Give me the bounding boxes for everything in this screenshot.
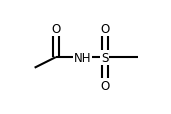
Text: O: O	[51, 23, 61, 36]
Text: O: O	[100, 79, 109, 92]
Text: S: S	[101, 51, 109, 64]
Text: O: O	[100, 23, 109, 36]
Text: NH: NH	[74, 51, 91, 64]
